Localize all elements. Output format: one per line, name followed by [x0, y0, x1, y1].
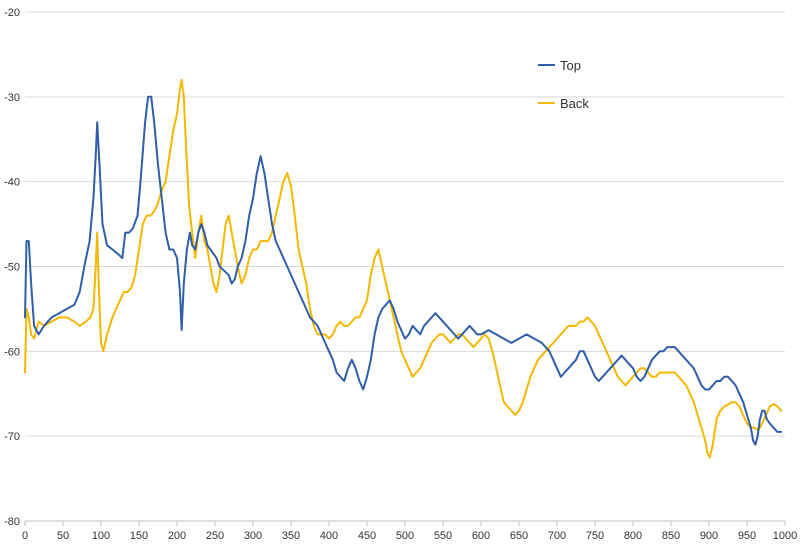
y-tick-label: -40: [4, 177, 20, 189]
x-tick-label: 900: [700, 530, 718, 542]
x-tick-label: 0: [22, 530, 28, 542]
x-tick-label: 100: [92, 530, 110, 542]
x-tick-label: 450: [358, 530, 376, 542]
legend: Top Back: [538, 58, 589, 111]
x-tick-label: 50: [57, 530, 69, 542]
y-tick-label: -30: [4, 92, 20, 104]
legend-label-back: Back: [560, 96, 589, 111]
x-tick-label: 650: [510, 530, 528, 542]
x-tick-label: 550: [434, 530, 452, 542]
x-tick-label: 300: [244, 530, 262, 542]
legend-label-top: Top: [560, 58, 581, 73]
x-tick-label: 700: [548, 530, 566, 542]
y-tick-label: -70: [4, 431, 20, 443]
series-line-back: [24, 78, 783, 459]
x-tick-label: 850: [662, 530, 680, 542]
series-line-top: [24, 95, 783, 446]
x-tick-label: 350: [282, 530, 300, 542]
x-tick-label: 400: [320, 530, 338, 542]
y-tick-label: -80: [4, 516, 20, 528]
x-tick-label: 800: [624, 530, 642, 542]
x-tick-label: 250: [206, 530, 224, 542]
x-tick-label: 500: [396, 530, 414, 542]
x-tick-label: 600: [472, 530, 490, 542]
x-tick-label: 1000: [773, 530, 797, 542]
x-tick-label: 150: [130, 530, 148, 542]
y-tick-label: -60: [4, 346, 20, 358]
x-tick-label: 750: [586, 530, 604, 542]
y-tick-label: -20: [4, 7, 20, 19]
axes: -20 -30 -40 -50 -60 -70 -800 50 100 150 200 250 300 3…: [4, 7, 797, 542]
x-tick-label: 200: [168, 530, 186, 542]
series-lines: [24, 78, 783, 459]
x-tick-label: 950: [738, 530, 756, 542]
y-tick-label: -50: [4, 262, 20, 274]
